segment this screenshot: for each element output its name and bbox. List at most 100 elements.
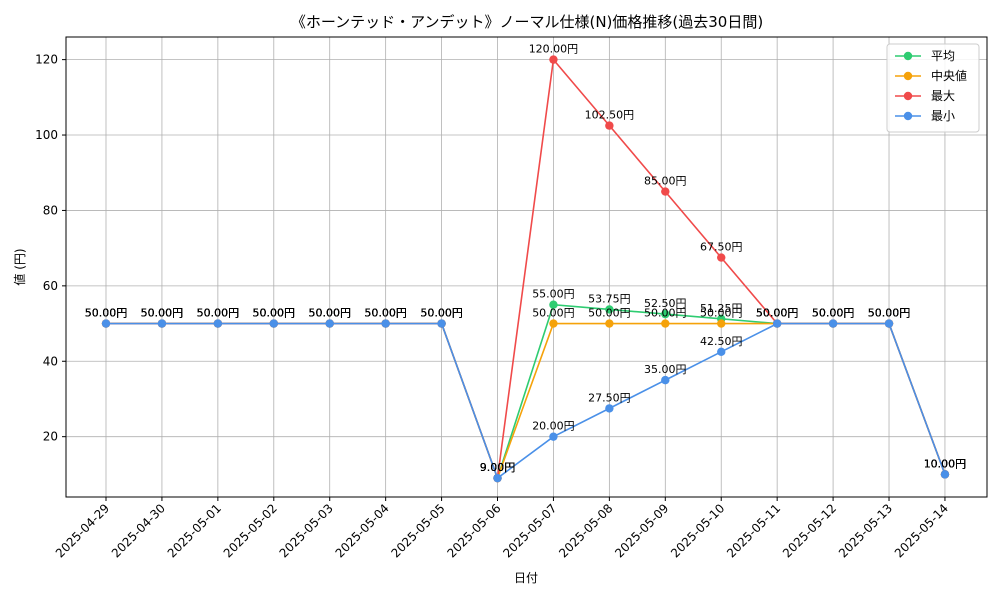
series-line-最小 — [106, 322, 946, 480]
data-label: 9.00円 — [480, 461, 516, 474]
data-point — [661, 187, 670, 196]
data-labels: 50.00円 50.00円 50.00円 50.00円 50.00円 50.00円 50.0… — [85, 43, 966, 475]
data-label: 50.00円 — [644, 307, 687, 320]
data-label: 55.00円 — [532, 288, 575, 301]
data-point — [717, 319, 726, 328]
data-label: 50.00円 — [308, 307, 351, 320]
data-label: 50.00円 — [197, 307, 240, 320]
data-label: 50.00円 — [141, 307, 184, 320]
x-tick-label: 2025-05-01 — [165, 501, 224, 560]
data-label: 50.00円 — [756, 307, 799, 320]
data-label: 10.00円 — [924, 457, 967, 470]
x-tick-label: 2025-05-02 — [221, 501, 280, 560]
data-label: 10.00円 — [924, 457, 967, 470]
data-point — [828, 319, 838, 328]
series-line-中央値 — [106, 322, 946, 481]
data-label: 50.00円 — [308, 307, 351, 320]
data-label: 50.00円 — [756, 307, 799, 320]
data-label: 53.75円 — [588, 292, 631, 305]
data-label: 50.00円 — [868, 307, 911, 320]
data-label: 9.00円 — [480, 461, 516, 474]
x-tick-label: 2025-05-13 — [836, 501, 895, 560]
data-point — [884, 319, 894, 328]
data-label: 102.50円 — [585, 109, 635, 122]
series-line-最大 — [106, 57, 946, 479]
y-tick-label: 80 — [43, 203, 58, 217]
x-tick-label: 2025-05-10 — [668, 501, 727, 560]
legend-entry-中央値: 中央値 — [931, 68, 967, 83]
data-label: 50.00円 — [197, 307, 240, 320]
data-label: 50.00円 — [253, 307, 296, 320]
data-label: 10.00円 — [924, 457, 967, 470]
data-point — [157, 319, 167, 328]
x-tick-label: 2025-05-12 — [780, 501, 839, 560]
y-axis-label: 値 (円) — [12, 248, 27, 285]
x-axis: 2025-04-292025-04-302025-05-012025-05-02… — [53, 497, 951, 560]
grid — [66, 37, 987, 497]
y-axis: 20 40 60 80 100 120 — [35, 53, 66, 444]
data-label: 50.00円 — [700, 307, 743, 320]
data-label: 120.00円 — [529, 43, 579, 56]
plot-frame — [65, 36, 988, 498]
data-point — [605, 319, 614, 328]
data-point — [493, 473, 502, 483]
data-point — [549, 55, 558, 64]
y-tick-label: 20 — [43, 430, 58, 444]
data-point — [772, 319, 782, 328]
data-label: 50.00円 — [812, 307, 855, 320]
data-point — [549, 319, 558, 328]
legend-box — [886, 43, 980, 133]
legend-swatch-marker — [903, 91, 913, 101]
data-label: 50.00円 — [85, 307, 128, 320]
data-label: 50.00円 — [197, 307, 240, 320]
data-label: 27.50円 — [588, 391, 631, 404]
series — [101, 55, 950, 483]
data-label: 35.00円 — [644, 363, 687, 376]
data-point — [605, 305, 614, 314]
data-label: 50.00円 — [253, 307, 296, 320]
data-label: 9.00円 — [480, 461, 516, 474]
data-label: 50.00円 — [364, 307, 407, 320]
data-label: 85.00円 — [644, 175, 687, 188]
data-label: 50.00円 — [420, 307, 463, 320]
data-label: 50.00円 — [308, 307, 351, 320]
data-point — [605, 404, 614, 413]
data-label: 50.00円 — [756, 307, 799, 320]
legend-swatch-marker — [903, 51, 913, 61]
x-tick-label: 2025-05-04 — [333, 501, 392, 560]
data-label: 20.00円 — [532, 420, 575, 433]
data-label: 50.00円 — [85, 307, 128, 320]
x-tick-label: 2025-05-03 — [277, 501, 336, 560]
data-label: 50.00円 — [141, 307, 184, 320]
legend-entry-平均: 平均 — [931, 49, 955, 63]
data-label: 50.00円 — [420, 307, 463, 320]
legend-swatch-marker — [903, 111, 913, 121]
data-point — [213, 319, 223, 328]
data-label: 50.00円 — [364, 307, 407, 320]
data-label: 50.00円 — [868, 307, 911, 320]
data-label: 50.00円 — [420, 307, 463, 320]
data-point — [101, 319, 111, 328]
x-tick-label: 2025-05-06 — [444, 501, 503, 560]
data-label: 50.00円 — [308, 307, 351, 320]
x-tick-label: 2025-05-07 — [500, 501, 559, 560]
x-tick-label: 2025-05-11 — [724, 501, 783, 560]
data-label: 9.00円 — [480, 461, 516, 474]
y-tick-label: 100 — [35, 128, 58, 142]
data-label: 50.00円 — [141, 307, 184, 320]
data-label: 50.00円 — [85, 307, 128, 320]
x-tick-label: 2025-04-30 — [109, 501, 168, 560]
x-tick-label: 2025-05-08 — [556, 501, 615, 560]
legend-entry-最小: 最小 — [931, 109, 955, 123]
data-point — [325, 319, 334, 328]
data-point — [381, 319, 390, 328]
data-label: 50.00円 — [812, 307, 855, 320]
x-tick-label: 2025-05-09 — [612, 501, 671, 560]
y-tick-label: 120 — [35, 53, 58, 67]
data-label: 50.00円 — [868, 307, 911, 320]
data-label: 50.00円 — [364, 307, 407, 320]
data-point — [549, 300, 558, 309]
data-label: 50.00円 — [532, 307, 575, 320]
